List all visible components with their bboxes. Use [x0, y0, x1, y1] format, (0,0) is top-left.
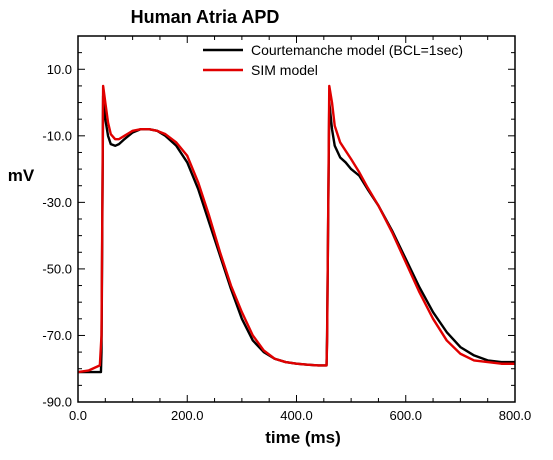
- y-axis-label: mV: [8, 166, 35, 185]
- y-tick-label: -50.0: [42, 261, 72, 276]
- y-tick-label: 10.0: [47, 62, 72, 77]
- x-tick-label: 600.0: [389, 408, 422, 423]
- y-tick-label: -30.0: [42, 195, 72, 210]
- plot-frame: [77, 35, 516, 403]
- legend-label: SIM model: [251, 62, 318, 78]
- y-axis: -90.0 -70.0 -50.0 -30.0 -10.0 10.0: [42, 35, 515, 410]
- legend: Courtemanche model (BCL=1sec) SIM model: [203, 42, 463, 78]
- plot-area: [78, 84, 515, 374]
- y-tick-label: -90.0: [42, 395, 72, 410]
- x-tick-label: 200.0: [171, 408, 204, 423]
- y-tick-label: -10.0: [42, 128, 72, 143]
- chart-title: Human Atria APD: [131, 7, 280, 27]
- y-tick-label: -70.0: [42, 328, 72, 343]
- x-tick-label: 0.0: [69, 408, 87, 423]
- series-line-2: [78, 84, 515, 374]
- x-axis: 0.0 200.0 400.0 600.0 800.0: [69, 36, 531, 423]
- series-line-1: [78, 94, 515, 374]
- legend-label: Courtemanche model (BCL=1sec): [251, 42, 463, 58]
- x-tick-label: 400.0: [280, 408, 313, 423]
- x-axis-label: time (ms): [265, 428, 341, 447]
- x-tick-label: 800.0: [499, 408, 532, 423]
